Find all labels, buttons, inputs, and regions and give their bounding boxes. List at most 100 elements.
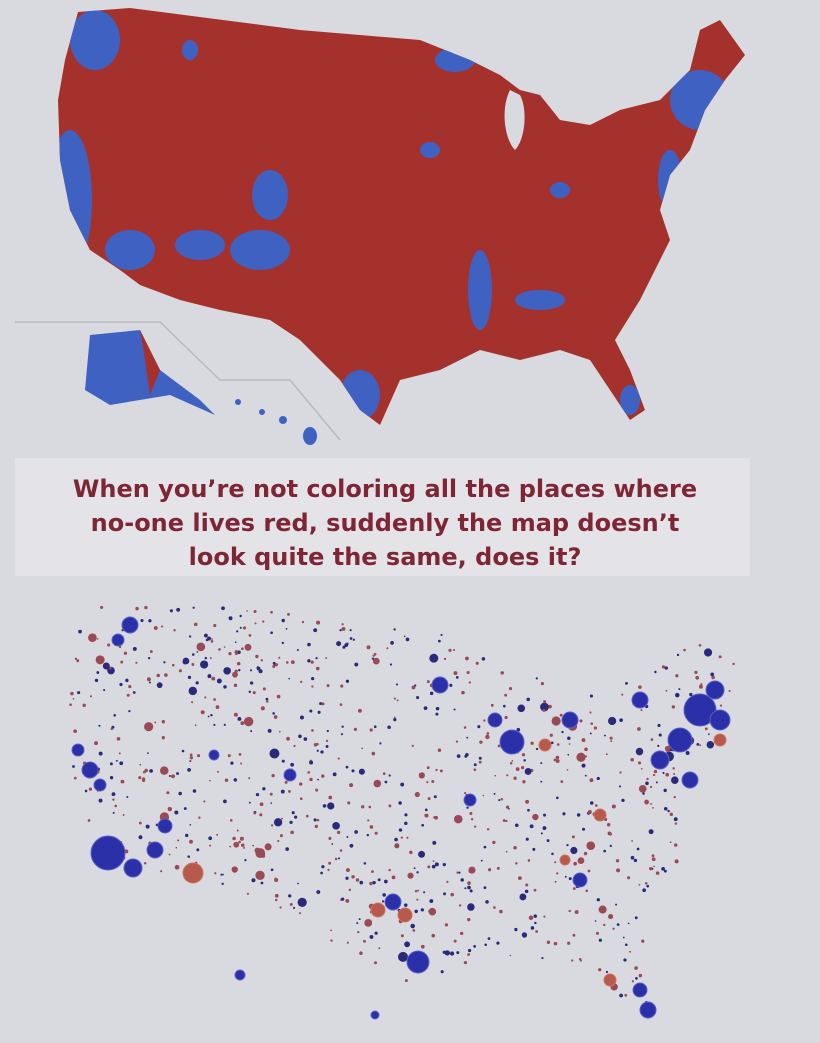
- bubble: [665, 772, 670, 777]
- bubble: [196, 651, 199, 653]
- bubble: [499, 729, 525, 755]
- bubble: [281, 618, 285, 623]
- bubble: [368, 805, 372, 809]
- bubble: [631, 840, 633, 842]
- bubble: [526, 697, 530, 702]
- bubble: [431, 676, 449, 694]
- bubble: [128, 684, 132, 689]
- bubble: [143, 861, 147, 865]
- bubble: [112, 811, 115, 814]
- bubble: [339, 703, 343, 706]
- bubble: [357, 708, 362, 713]
- bubble: [566, 768, 569, 771]
- bubble: [356, 922, 359, 925]
- bubble: [274, 893, 279, 898]
- bubble: [630, 855, 635, 860]
- bubble: [262, 687, 266, 691]
- bubble: [239, 626, 242, 629]
- bubble: [145, 824, 150, 829]
- bubble: [146, 841, 164, 859]
- bubble: [261, 854, 266, 858]
- bubble: [107, 666, 115, 675]
- bubble: [524, 768, 532, 775]
- bubble: [309, 777, 313, 782]
- bubble: [414, 909, 418, 914]
- bubble: [319, 702, 323, 706]
- bubble: [72, 765, 75, 768]
- bubble: [663, 869, 667, 873]
- bubble: [388, 868, 391, 872]
- bubble: [138, 776, 142, 780]
- bubble: [188, 686, 198, 696]
- bubble: [669, 841, 672, 844]
- bubble: [144, 605, 148, 610]
- bubble: [416, 871, 419, 874]
- bubble: [248, 690, 252, 694]
- bubble: [369, 728, 373, 732]
- bubble: [254, 847, 260, 853]
- bubble: [253, 812, 256, 815]
- bubble: [414, 889, 418, 893]
- bubble: [203, 633, 208, 638]
- bubble: [533, 888, 537, 892]
- bubble: [367, 819, 370, 822]
- bubble: [262, 787, 266, 791]
- bubble: [359, 880, 364, 885]
- bubble: [466, 736, 469, 739]
- bubble: [167, 806, 172, 812]
- bubble: [303, 737, 308, 741]
- bubble: [435, 768, 438, 772]
- bubble: [239, 836, 244, 841]
- bubble: [624, 993, 628, 997]
- bubble: [609, 844, 612, 848]
- bubble: [371, 657, 375, 660]
- bubble: [585, 889, 589, 893]
- bubble: [255, 792, 260, 797]
- bubble: [605, 970, 609, 974]
- bubble: [464, 792, 467, 795]
- bubble: [404, 979, 408, 983]
- bubble: [456, 871, 459, 874]
- bubble: [573, 861, 577, 866]
- bubble: [467, 881, 471, 885]
- bubble: [590, 801, 594, 805]
- bubble: [625, 681, 628, 685]
- bubble: [351, 875, 355, 879]
- bubble: [139, 763, 142, 766]
- bubble: [374, 961, 378, 965]
- bubble: [344, 643, 349, 647]
- bubble: [345, 876, 349, 880]
- bubble: [280, 789, 285, 794]
- bubble: [349, 843, 354, 848]
- bubble: [658, 733, 662, 737]
- bubble: [423, 891, 426, 894]
- bubble: [642, 888, 646, 893]
- bubble: [328, 795, 333, 800]
- bubble: [330, 929, 333, 932]
- bubble: [527, 859, 531, 862]
- bubble: [404, 813, 408, 817]
- bubble: [241, 843, 245, 848]
- bubble: [325, 745, 329, 748]
- bubble: [589, 778, 594, 783]
- bubble: [497, 744, 501, 748]
- bubble: [400, 782, 405, 787]
- bubble: [673, 817, 678, 822]
- bubble: [584, 774, 587, 777]
- bubble: [413, 867, 416, 870]
- bubble: [191, 663, 195, 666]
- bubble: [348, 888, 352, 892]
- bubble: [362, 939, 366, 943]
- bubble: [255, 870, 265, 881]
- bubble: [337, 757, 340, 760]
- bubble: [370, 902, 386, 918]
- bubble: [638, 685, 642, 689]
- bubble: [543, 813, 547, 817]
- bubble: [405, 637, 410, 642]
- bubble: [339, 849, 343, 852]
- bubble: [541, 956, 544, 960]
- bubble: [674, 859, 679, 864]
- bubble: [328, 836, 332, 840]
- bubble: [346, 941, 349, 944]
- bubble: [353, 727, 357, 731]
